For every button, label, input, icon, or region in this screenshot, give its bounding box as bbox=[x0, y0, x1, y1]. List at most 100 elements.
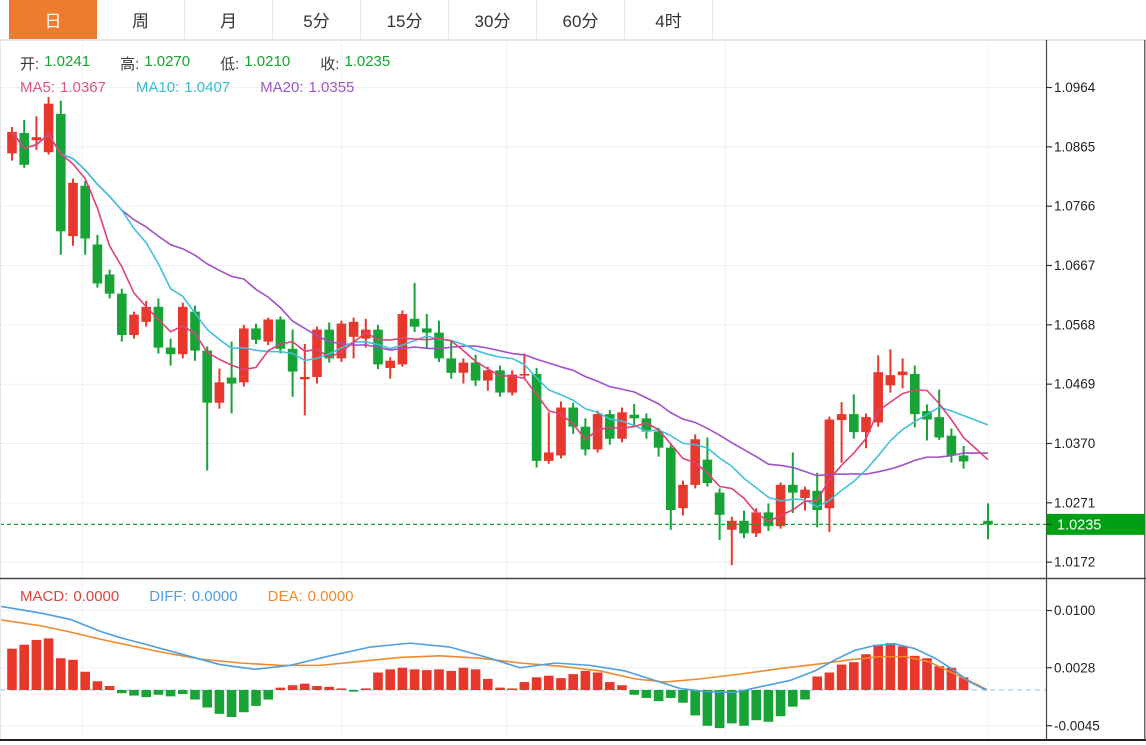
macd-bar bbox=[666, 690, 676, 698]
tab-label: 30分 bbox=[474, 12, 511, 31]
legend-value: 1.0355 bbox=[308, 79, 355, 96]
candle-body bbox=[80, 185, 90, 239]
candle-body bbox=[531, 373, 542, 461]
legend-item: DIFF: 0.0000 bbox=[149, 588, 237, 605]
candle-body bbox=[495, 370, 505, 393]
legend-item: 开: 1.0241 bbox=[20, 53, 90, 74]
timeframe-tabbar: 日 周 月 5分 15分 30分 60分 4时 bbox=[0, 0, 1146, 40]
macd-bar bbox=[763, 690, 774, 722]
tab-label: 15分 bbox=[386, 12, 423, 31]
macd-bar bbox=[214, 690, 225, 714]
candle-body bbox=[836, 414, 847, 421]
last-price-badge bbox=[1046, 513, 1146, 535]
tab-timeframe-2[interactable]: 月 bbox=[185, 0, 273, 39]
candle-body bbox=[361, 329, 371, 339]
macd-bar bbox=[129, 690, 139, 696]
price-tick-label: 1.0271 bbox=[1054, 495, 1095, 510]
candle-body bbox=[226, 377, 237, 384]
candle-body bbox=[666, 447, 676, 511]
macd-bar bbox=[275, 687, 286, 690]
candle-body bbox=[422, 328, 432, 333]
candle-body bbox=[104, 274, 115, 294]
macd-bar bbox=[580, 670, 591, 690]
candle-body bbox=[544, 452, 554, 461]
tab-timeframe-5[interactable]: 30分 bbox=[449, 0, 537, 39]
candle-body bbox=[434, 332, 444, 359]
candles-series bbox=[7, 97, 993, 566]
macd-bar bbox=[153, 690, 164, 695]
legend-item: 高: 1.0270 bbox=[120, 53, 190, 74]
macd-bar bbox=[287, 685, 298, 690]
candle-body bbox=[348, 321, 359, 337]
candle-body bbox=[592, 414, 603, 450]
price-tick-label: 1.0865 bbox=[1054, 139, 1095, 154]
price-tick-label: 1.0172 bbox=[1054, 555, 1095, 570]
candle-body bbox=[239, 328, 249, 383]
legend-value: 1.0407 bbox=[184, 79, 231, 96]
tab-timeframe-0[interactable]: 日 bbox=[9, 0, 97, 39]
macd-bar bbox=[922, 658, 932, 690]
candle-body bbox=[92, 244, 103, 284]
tab-timeframe-1[interactable]: 周 bbox=[97, 0, 185, 39]
candle-body bbox=[629, 414, 639, 419]
macd-bar bbox=[531, 677, 542, 690]
macd-bar bbox=[775, 690, 786, 717]
tab-timeframe-6[interactable]: 60分 bbox=[537, 0, 625, 39]
macd-bar bbox=[397, 667, 408, 690]
macd-bar bbox=[178, 690, 188, 694]
candle-body bbox=[897, 371, 908, 376]
candle-body bbox=[910, 373, 920, 415]
macd-bar bbox=[605, 682, 615, 690]
legend-label: DEA: bbox=[267, 588, 303, 605]
macd-bar bbox=[495, 687, 505, 690]
candle-body bbox=[141, 306, 151, 322]
macd-bar bbox=[824, 672, 835, 690]
macd-bar bbox=[861, 654, 871, 690]
macd-bar bbox=[141, 690, 151, 698]
macd-tick-label: -0.0045 bbox=[1054, 718, 1100, 733]
legend-label: MACD: bbox=[20, 588, 69, 605]
price-tick-label: 1.0964 bbox=[1054, 80, 1096, 95]
candle-body bbox=[702, 459, 713, 484]
price-tick-label: 1.0766 bbox=[1054, 199, 1095, 214]
candle-body bbox=[300, 376, 310, 380]
candle-body bbox=[568, 407, 578, 427]
tab-timeframe-7[interactable]: 4时 bbox=[625, 0, 713, 39]
macd-bar bbox=[653, 690, 664, 702]
macd-bar bbox=[312, 686, 322, 690]
macd-bar bbox=[592, 672, 603, 690]
macd-tick-label: 0.0100 bbox=[1054, 603, 1095, 618]
candle-body bbox=[641, 418, 652, 432]
tab-timeframe-3[interactable]: 5分 bbox=[273, 0, 361, 39]
macd-bar bbox=[373, 672, 383, 690]
macd-bar bbox=[56, 658, 66, 690]
macd-bar bbox=[385, 669, 395, 690]
macd-bar bbox=[690, 690, 700, 716]
candle-body bbox=[958, 455, 969, 462]
candle-body bbox=[43, 103, 54, 153]
macd-bar bbox=[165, 690, 176, 697]
macd-histogram bbox=[7, 638, 969, 729]
macd-bar bbox=[202, 690, 212, 708]
tab-label: 60分 bbox=[562, 12, 599, 31]
macd-bar bbox=[470, 669, 481, 690]
tab-timeframe-4[interactable]: 15分 bbox=[361, 0, 449, 39]
tab-label: 5分 bbox=[303, 12, 330, 31]
candle-body bbox=[885, 375, 896, 386]
candle-body bbox=[751, 512, 761, 534]
legend-label: DIFF: bbox=[149, 588, 187, 605]
candle-body bbox=[214, 382, 225, 403]
macd-bar bbox=[104, 686, 115, 690]
price-tick-label: 1.0568 bbox=[1054, 317, 1095, 332]
candle-body bbox=[678, 484, 688, 509]
macd-bar bbox=[812, 676, 822, 690]
candle-body bbox=[849, 414, 859, 433]
macd-bar bbox=[458, 667, 469, 690]
macd-bar bbox=[849, 662, 859, 690]
macd-bar bbox=[92, 681, 103, 690]
legend-label: MA5: bbox=[20, 79, 56, 96]
candle-body bbox=[202, 350, 212, 403]
legend-item: MA20: 1.0355 bbox=[260, 79, 354, 96]
macd-bar bbox=[629, 690, 639, 695]
